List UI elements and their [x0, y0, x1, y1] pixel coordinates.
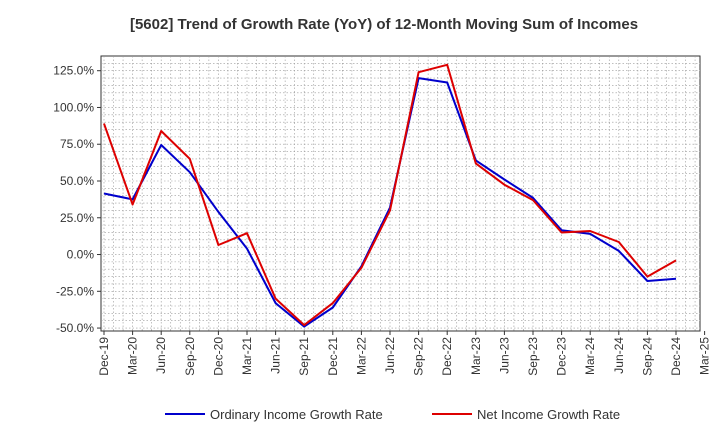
- x-tick-label: Sep-23: [526, 337, 540, 376]
- x-tick-label: Mar-24: [583, 337, 597, 375]
- legend-label: Ordinary Income Growth Rate: [210, 407, 383, 422]
- plot-area: [100, 55, 701, 332]
- x-tick-label: Sep-24: [640, 337, 654, 376]
- y-tick-label: 75.0%: [60, 137, 94, 151]
- grid: [101, 56, 700, 331]
- legend-label: Net Income Growth Rate: [477, 407, 620, 422]
- legend: Ordinary Income Growth Rate Net Income Gr…: [165, 407, 620, 422]
- series-line-net-income: [103, 63, 677, 327]
- x-tick-label: Jun-22: [383, 337, 397, 374]
- x-tick-label: Jun-24: [612, 337, 626, 374]
- y-tick-label: 125.0%: [53, 64, 94, 78]
- x-tick-label: Jun-21: [269, 337, 283, 374]
- y-tick-label: -50.0%: [56, 321, 94, 335]
- x-tick-label: Sep-20: [183, 337, 197, 376]
- y-tick-label: 0.0%: [67, 248, 95, 262]
- x-tick-label: Sep-22: [412, 337, 426, 376]
- y-tick-label: 100.0%: [53, 100, 94, 114]
- chart-title: [5602] Trend of Growth Rate (YoY) of 12-…: [130, 16, 638, 33]
- x-tick-label: Dec-21: [326, 337, 340, 376]
- series-lines: [103, 63, 677, 328]
- y-tick-label: 25.0%: [60, 211, 94, 225]
- y-tick-label: 50.0%: [60, 174, 94, 188]
- x-tick-label: Mar-21: [240, 337, 254, 375]
- x-tick-label: Dec-24: [669, 337, 683, 376]
- x-tick-label: Mar-22: [354, 337, 368, 375]
- x-tick-label: Dec-22: [440, 337, 454, 376]
- y-tick-label: -25.0%: [56, 284, 94, 298]
- x-axis: Dec-19 Mar-20 Jun-20 Sep-20 Dec-20 Mar-21 Jun-…: [97, 331, 712, 376]
- x-tick-label: Jun-20: [154, 337, 168, 374]
- x-tick-label: Jun-23: [497, 337, 511, 374]
- y-axis: -50.0% -25.0% 0.0% 25.0% 50.0% 75.0% 100.0% 125…: [53, 64, 101, 335]
- x-tick-label: Dec-19: [97, 337, 111, 376]
- x-tick-label: Mar-23: [469, 337, 483, 375]
- x-tick-label: Sep-21: [297, 337, 311, 376]
- x-tick-label: Dec-23: [555, 337, 569, 376]
- x-tick-label: Mar-25: [698, 337, 712, 375]
- x-tick-label: Mar-20: [126, 337, 140, 375]
- x-tick-label: Dec-20: [211, 337, 225, 376]
